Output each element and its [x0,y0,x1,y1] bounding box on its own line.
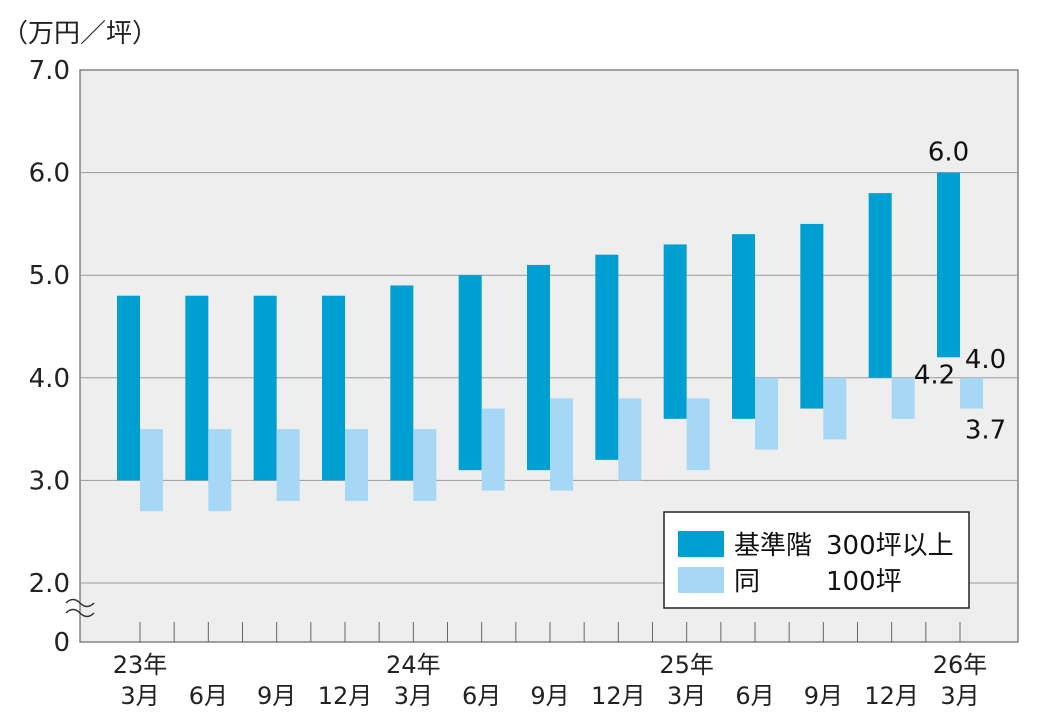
legend-swatch [678,531,724,557]
bar-large [390,285,414,481]
bar-small [208,429,232,512]
x-month-label: 3月 [120,682,159,710]
x-month-label: 3月 [940,682,979,710]
bar-small [481,408,505,491]
bar-large [800,223,824,409]
x-tick-labels: 3月 6月 9月 12月 3月 6月 9月 12月 3月 6月 9月 12月 3月 23年 24年 25年 26… [113,622,988,710]
x-month-label: 3月 [394,682,433,710]
bar-small [276,429,300,501]
y-tick-labels: 7.0 6.0 5.0 4.0 3.0 2.0 0 [29,56,95,658]
x-month-label: 12月 [864,682,919,710]
bar-large [322,295,345,481]
legend-swatch [678,567,724,593]
bars [117,172,983,512]
x-month-label: 6月 [189,682,228,710]
bar-large [937,172,960,358]
bar-large [253,295,277,481]
y-tick-label: 6.0 [29,159,70,189]
x-month-label: 6月 [735,682,774,710]
x-year-label: 24年 [386,651,441,679]
bar-small [618,398,642,481]
legend-value: 300坪以上 [826,531,954,561]
axis-break-mark [65,598,95,618]
bar-large [185,295,209,481]
bar-small [755,377,778,450]
x-month-label: 12月 [591,682,646,710]
x-month-label: 6月 [462,682,501,710]
bar-large [595,254,619,460]
bar-large [732,234,755,419]
x-month-label: 12月 [318,682,373,710]
x-month-label: 9月 [804,682,843,710]
bar-small [140,429,163,512]
legend-value: 100坪 [826,567,902,597]
y-tick-label: 3.0 [29,466,70,496]
bar-small [823,377,847,440]
y-tick-label: 0 [53,628,70,658]
bar-large [868,193,892,378]
y-tick-label: 7.0 [29,56,70,86]
data-label: 3.7 [965,416,1006,446]
break-line [65,598,95,608]
legend-label: 基準階 [734,531,812,561]
bar-small [960,377,983,409]
bar-small [891,377,915,419]
x-month-label: 9月 [530,682,569,710]
x-year-label: 26年 [933,651,988,679]
x-year-label: 23年 [113,651,168,679]
data-label: 6.0 [928,138,969,168]
bar-small [345,429,368,501]
legend-label: 同 [734,567,760,597]
bar-large [458,275,482,471]
bar-large [117,295,140,481]
y-tick-label: 2.0 [29,569,70,599]
x-month-label: 3月 [667,682,706,710]
x-month-label: 9月 [257,682,296,710]
y-tick-label: 4.0 [29,364,70,394]
bar-large [527,264,550,471]
data-label: 4.2 [914,360,955,390]
x-year-label: 25年 [659,651,714,679]
bar-small [413,429,437,501]
data-label: 4.0 [965,345,1006,375]
bar-small [550,398,573,491]
data-labels: 6.0 4.2 4.0 3.7 [914,138,1006,446]
bar-small [686,398,710,471]
break-line [65,608,95,618]
y-axis-label: （万円／坪） [2,19,158,49]
y-tick-label: 5.0 [29,261,70,291]
bar-large [663,244,687,419]
